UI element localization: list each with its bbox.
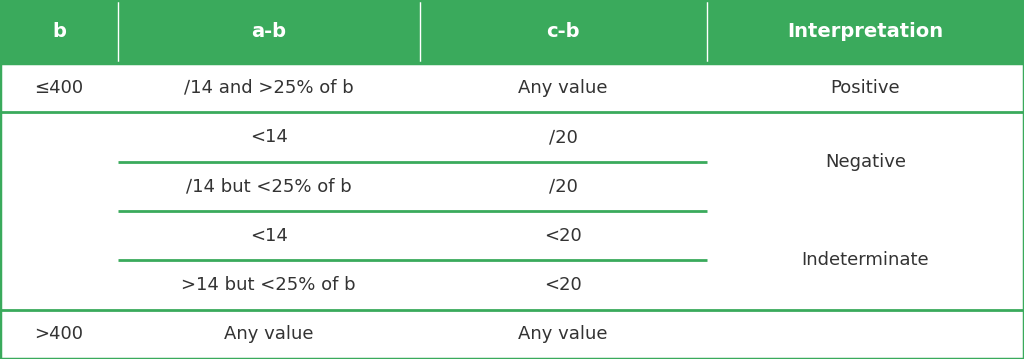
Text: ∕14 but <25% of b: ∕14 but <25% of b: [186, 177, 351, 195]
Text: >400: >400: [35, 325, 83, 343]
Text: c-b: c-b: [547, 22, 580, 41]
Text: <20: <20: [545, 227, 582, 244]
Text: Any value: Any value: [518, 325, 608, 343]
Text: ∕14 and >25% of b: ∕14 and >25% of b: [184, 79, 353, 97]
Text: <20: <20: [545, 276, 582, 294]
Bar: [0, 0, 1024, 63]
Text: Indeterminate: Indeterminate: [802, 251, 929, 269]
Text: ≤400: ≤400: [35, 79, 83, 97]
Text: Any value: Any value: [224, 325, 313, 343]
Text: a-b: a-b: [251, 22, 287, 41]
Text: Interpretation: Interpretation: [787, 22, 943, 41]
Text: >14 but <25% of b: >14 but <25% of b: [181, 276, 356, 294]
Text: Any value: Any value: [518, 79, 608, 97]
Text: <14: <14: [250, 128, 288, 146]
Text: b: b: [52, 22, 66, 41]
Text: Positive: Positive: [830, 79, 900, 97]
Text: ∕20: ∕20: [549, 177, 578, 195]
Text: <14: <14: [250, 227, 288, 244]
Text: Negative: Negative: [824, 153, 906, 171]
Text: ∕20: ∕20: [549, 128, 578, 146]
